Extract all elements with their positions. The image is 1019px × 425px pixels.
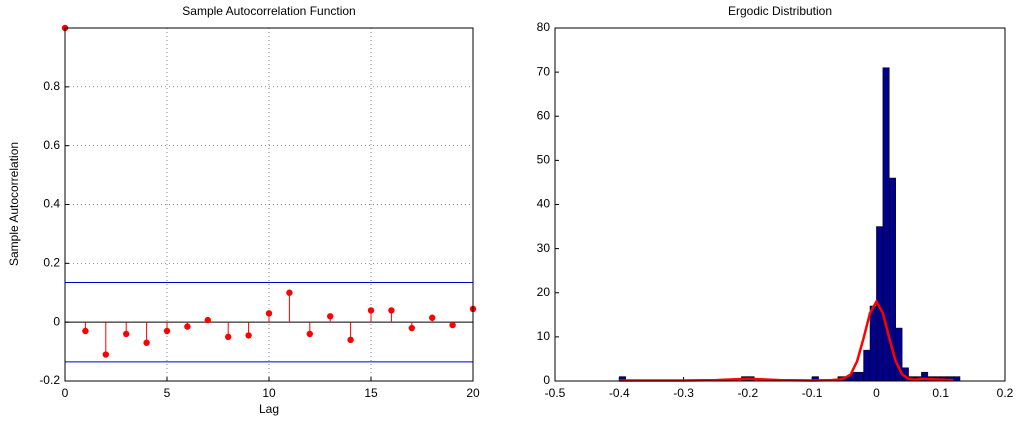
stem-marker — [388, 307, 395, 314]
chart-title: Sample Autocorrelation Function — [182, 4, 355, 18]
x-axis-label: Lag — [259, 402, 279, 416]
y-tick-label: 0.4 — [43, 197, 60, 211]
y-tick-label: 0 — [53, 314, 60, 328]
y-tick-label: 0.2 — [43, 256, 60, 270]
y-tick-label: 80 — [537, 20, 551, 34]
y-tick-label: 0.6 — [43, 138, 60, 152]
x-tick-label: 0.1 — [932, 386, 949, 400]
y-tick-label: 50 — [537, 153, 551, 167]
y-tick-label: 60 — [537, 108, 551, 122]
y-tick-label: 70 — [537, 64, 551, 78]
x-tick-label: -0.2 — [738, 386, 759, 400]
stem-marker — [327, 313, 334, 320]
stem-marker — [408, 324, 415, 332]
y-tick-label: -0.2 — [39, 373, 60, 387]
stem-marker — [265, 310, 273, 317]
stem-marker — [245, 332, 252, 339]
x-tick-label: 5 — [164, 386, 171, 400]
y-tick-label: 0 — [543, 373, 550, 387]
stem-marker — [306, 330, 313, 338]
x-tick-label: 15 — [364, 386, 378, 400]
plot-frame — [64, 27, 474, 382]
y-tick-label: 30 — [537, 241, 551, 255]
plot-frame — [554, 27, 1006, 382]
stem-marker — [449, 321, 456, 329]
y-tick-label: 10 — [537, 329, 551, 343]
histogram-bar — [856, 371, 864, 382]
x-tick-label: -0.1 — [802, 386, 823, 400]
x-tick-label: 0 — [873, 386, 880, 400]
histogram-bar — [869, 305, 877, 382]
y-tick-label: 0.8 — [43, 79, 60, 93]
chart-title: Ergodic Distribution — [728, 4, 832, 18]
x-tick-label: -0.5 — [545, 386, 566, 400]
stem-marker — [184, 323, 191, 330]
stem-marker — [204, 316, 211, 324]
density-curve — [619, 299, 954, 382]
x-tick-label: -0.3 — [673, 386, 694, 400]
stem-marker — [163, 327, 171, 335]
x-tick-label: 20 — [466, 386, 480, 400]
y-axis-label: Sample Autocorrelation — [7, 142, 21, 266]
plot-area — [555, 28, 1005, 381]
stem-marker — [102, 351, 110, 358]
stem-marker — [367, 307, 375, 314]
stem-marker — [347, 336, 354, 344]
stem-marker — [123, 330, 130, 338]
stem-marker — [429, 314, 436, 321]
x-tick-label: -0.4 — [609, 386, 630, 400]
x-tick-label: 0 — [62, 386, 69, 400]
stem-marker — [225, 333, 232, 341]
stem-marker — [143, 339, 150, 346]
stem-marker — [286, 289, 293, 296]
histogram-bar — [953, 376, 961, 382]
x-tick-label: 10 — [262, 386, 276, 400]
x-tick-label: 0.2 — [997, 386, 1014, 400]
histogram-bar — [863, 349, 871, 382]
stem-marker — [82, 327, 89, 335]
y-tick-label: 20 — [537, 285, 551, 299]
y-tick-label: 40 — [537, 197, 551, 211]
